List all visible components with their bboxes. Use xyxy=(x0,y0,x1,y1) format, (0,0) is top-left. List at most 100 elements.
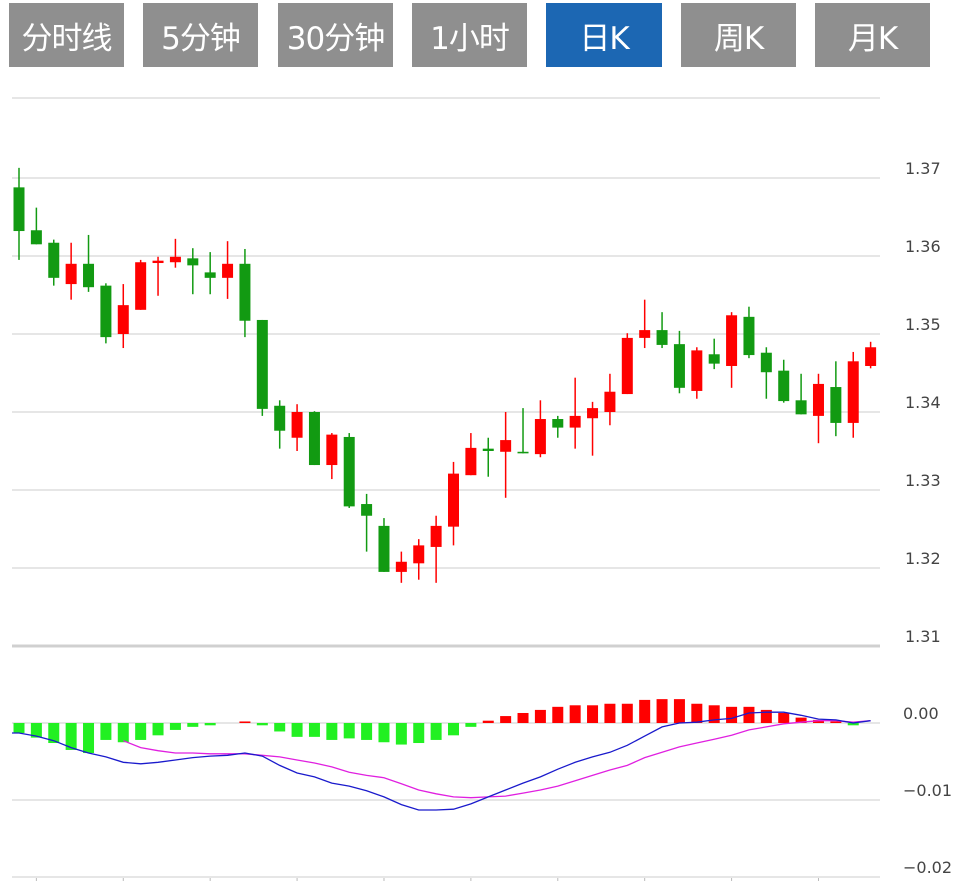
tab-1hour[interactable]: 1小时 xyxy=(412,3,527,67)
candle-body xyxy=(726,315,738,366)
candle-body xyxy=(587,408,599,419)
macd-histogram-bar xyxy=(760,709,772,723)
macd-histogram-bar xyxy=(448,723,459,736)
candle xyxy=(413,539,425,580)
candle-body xyxy=(448,473,459,527)
macd-histogram-bar xyxy=(291,723,303,737)
candle-body xyxy=(778,370,790,402)
candle-body xyxy=(812,383,824,416)
candle xyxy=(65,242,77,300)
tab-daily-k[interactable]: 日K xyxy=(546,3,662,67)
dif-line xyxy=(11,711,871,811)
candle xyxy=(430,515,442,583)
candle xyxy=(274,400,286,449)
price-tick-label: 1.31 xyxy=(905,627,941,646)
dea-line xyxy=(123,720,871,799)
candle-body xyxy=(169,256,181,263)
candle-body xyxy=(621,337,633,395)
macd-histogram-bar xyxy=(308,723,320,737)
candle xyxy=(239,248,251,338)
candle xyxy=(308,411,320,466)
candle-body xyxy=(534,419,546,455)
candle-body xyxy=(83,263,95,288)
candle xyxy=(448,461,459,546)
candle xyxy=(291,404,303,451)
candle xyxy=(743,306,755,359)
candle xyxy=(656,312,668,349)
candle xyxy=(169,238,181,268)
candle xyxy=(256,319,268,416)
candle-body xyxy=(395,561,407,572)
price-tick-label: 1.32 xyxy=(905,549,941,568)
candle xyxy=(48,239,60,286)
macd-histogram-bar xyxy=(673,699,685,723)
macd-histogram-bar xyxy=(517,712,529,723)
price-tick-label: 1.34 xyxy=(905,393,941,412)
candle-body xyxy=(152,260,164,264)
macd-histogram-bar xyxy=(708,705,720,723)
macd-histogram-bar xyxy=(135,723,147,740)
candle-body xyxy=(673,344,685,388)
candle-body xyxy=(569,415,581,428)
candle xyxy=(13,167,25,260)
tab-timeshare[interactable]: 分时线 xyxy=(9,3,124,67)
macd-histogram-bar xyxy=(413,723,425,744)
candle xyxy=(534,400,546,458)
candle-body xyxy=(743,316,755,356)
candle-body xyxy=(847,361,859,423)
macd-histogram-bar xyxy=(204,723,216,726)
candle-body xyxy=(30,230,42,245)
tab-monthly-k[interactable]: 月K xyxy=(815,3,930,67)
candle xyxy=(83,234,95,292)
candle-body xyxy=(500,440,512,452)
candle-body xyxy=(708,354,720,364)
candle xyxy=(465,433,477,476)
candle-body xyxy=(517,451,529,454)
candle-body xyxy=(656,330,668,345)
candle-body xyxy=(100,285,112,338)
candle-body xyxy=(378,525,390,572)
candle-body xyxy=(795,400,807,415)
candle-body xyxy=(413,545,425,564)
macd-histogram-bar xyxy=(534,709,546,723)
candle-body xyxy=(326,434,338,466)
candle-body xyxy=(135,262,147,310)
candle xyxy=(760,347,772,399)
tab-5min[interactable]: 5分钟 xyxy=(143,3,258,67)
candle-body xyxy=(274,405,286,431)
macd-histogram-bar xyxy=(152,723,164,736)
macd-tick-label: 0.00 xyxy=(903,704,939,723)
candle xyxy=(187,248,199,295)
macd-histogram-bar xyxy=(395,723,407,745)
candle xyxy=(691,347,703,399)
candle-body xyxy=(552,419,564,428)
macd-histogram-bar xyxy=(343,723,355,739)
macd-histogram-bar xyxy=(378,723,390,743)
candle xyxy=(865,341,877,369)
candle xyxy=(604,373,616,426)
macd-histogram-bar xyxy=(465,723,477,727)
macd-histogram-bar xyxy=(48,723,60,744)
candle xyxy=(552,415,564,438)
macd-histogram-bar xyxy=(169,723,181,730)
macd-histogram-bar xyxy=(812,719,824,723)
candle xyxy=(621,333,633,395)
macd-histogram-bar xyxy=(256,723,268,726)
macd-histogram-bar xyxy=(100,723,112,740)
macd-histogram-bar xyxy=(500,716,512,723)
macd-histogram-bar xyxy=(65,723,77,750)
tab-30min[interactable]: 30分钟 xyxy=(278,3,393,67)
candle xyxy=(847,351,859,438)
macd-tick-label: −0.01 xyxy=(903,781,952,800)
candle xyxy=(378,518,390,572)
tab-weekly-k[interactable]: 周K xyxy=(681,3,796,67)
candle-body xyxy=(308,412,320,466)
candle-body xyxy=(361,504,373,516)
macd-histogram-bar xyxy=(430,723,442,740)
macd-histogram-bar xyxy=(274,723,286,732)
price-tick-label: 1.35 xyxy=(905,315,941,334)
macd-histogram-bar xyxy=(552,706,564,723)
candle xyxy=(343,433,355,508)
macd-histogram-bar xyxy=(83,723,95,754)
